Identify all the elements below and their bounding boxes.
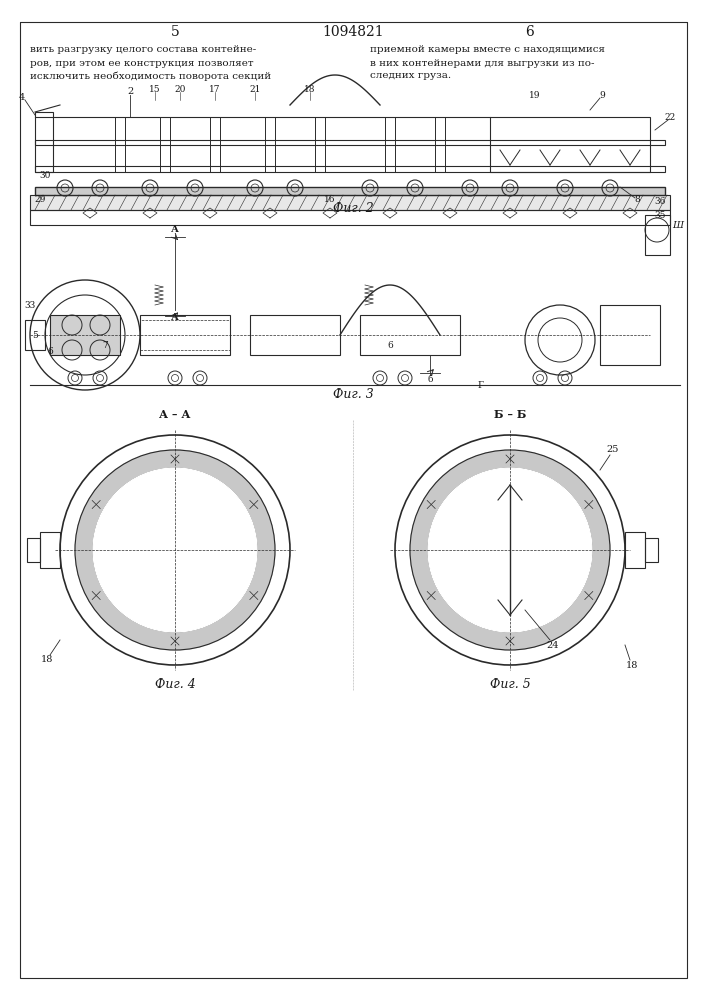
Text: 17: 17 (209, 85, 221, 94)
Text: 30: 30 (40, 170, 51, 180)
Text: исключить необходимость поворота секций: исключить необходимость поворота секций (30, 71, 271, 81)
Text: 25: 25 (607, 446, 619, 454)
Bar (360, 315, 460, 355)
Text: Г: Г (477, 380, 483, 389)
Text: вить разгрузку целого состава контейне-: вить разгрузку целого состава контейне- (30, 45, 256, 54)
Bar (140, 320, 230, 350)
Bar (490, 117, 650, 172)
Text: 36: 36 (654, 198, 666, 207)
Bar (250, 315, 340, 355)
Text: А: А (171, 226, 179, 234)
Text: Фиг. 3: Фиг. 3 (332, 388, 373, 401)
Text: б: б (427, 375, 433, 384)
Bar (40, 532, 60, 568)
Bar (645, 215, 670, 255)
Bar (435, 117, 445, 172)
Bar (35, 187, 665, 195)
Bar (35, 140, 665, 145)
Text: 20: 20 (175, 85, 186, 94)
Text: 33: 33 (24, 300, 35, 310)
Text: 35: 35 (654, 211, 666, 220)
Text: 16: 16 (325, 196, 336, 205)
Text: 4: 4 (19, 93, 25, 102)
Text: 8: 8 (634, 196, 640, 205)
Bar (645, 538, 658, 562)
Text: приемной камеры вместе с находящимися: приемной камеры вместе с находящимися (370, 45, 605, 54)
Bar (160, 117, 170, 172)
Text: А – А: А – А (159, 410, 191, 420)
Bar (30, 210, 670, 225)
Bar (30, 195, 670, 210)
Bar (210, 117, 220, 172)
Bar (265, 117, 275, 172)
Text: 18: 18 (41, 656, 53, 664)
Text: 6: 6 (525, 25, 534, 39)
Text: 5: 5 (32, 330, 38, 340)
Circle shape (75, 450, 275, 650)
Text: 22: 22 (665, 112, 676, 121)
Text: 21: 21 (250, 85, 261, 94)
Text: 24: 24 (547, 641, 559, 650)
Text: в них контейнерами для выгрузки из по-: в них контейнерами для выгрузки из по- (370, 58, 595, 68)
Text: 1094821: 1094821 (322, 25, 384, 39)
Bar (25, 320, 45, 350)
Bar (35, 112, 53, 172)
Text: Фиг. 4: Фиг. 4 (155, 678, 195, 692)
Bar (600, 305, 660, 365)
Text: А: А (171, 314, 179, 322)
Bar (315, 117, 325, 172)
Bar (50, 315, 120, 355)
Text: Ш: Ш (672, 221, 684, 230)
Text: 2: 2 (127, 88, 133, 97)
Bar (625, 532, 645, 568)
Text: 18: 18 (304, 85, 316, 94)
Bar (140, 315, 230, 355)
Text: 19: 19 (530, 91, 541, 100)
Text: 18: 18 (626, 660, 638, 670)
Bar (385, 117, 395, 172)
Bar (115, 117, 125, 172)
Text: Б – Б: Б – Б (493, 410, 526, 420)
Bar (35, 166, 665, 172)
Text: 9: 9 (599, 91, 605, 100)
Text: 5: 5 (170, 25, 180, 39)
Text: 6: 6 (387, 340, 393, 350)
Text: Фиг. 5: Фиг. 5 (490, 678, 530, 692)
Circle shape (428, 468, 592, 632)
Circle shape (410, 450, 610, 650)
Text: следних груза.: следних груза. (370, 72, 451, 81)
Text: 6: 6 (47, 348, 53, 357)
Bar (27, 538, 40, 562)
Text: 29: 29 (35, 196, 46, 205)
Text: Фиг. 2: Фиг. 2 (332, 202, 373, 215)
Text: 7: 7 (102, 340, 108, 350)
Text: ров, при этом ее конструкция позволяет: ров, при этом ее конструкция позволяет (30, 58, 254, 68)
Circle shape (93, 468, 257, 632)
Text: 15: 15 (149, 85, 160, 94)
